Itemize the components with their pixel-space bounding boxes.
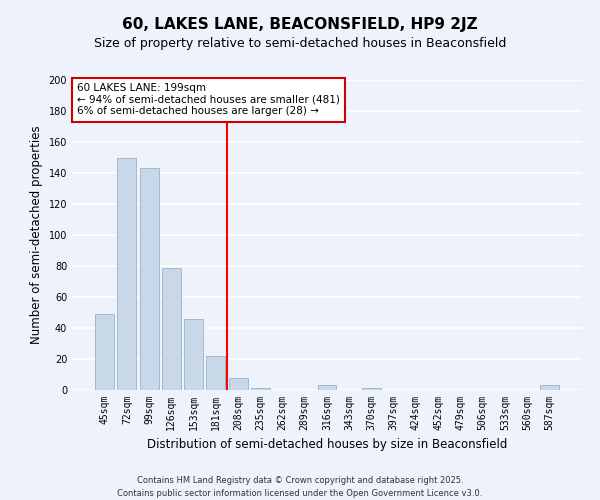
Y-axis label: Number of semi-detached properties: Number of semi-detached properties [30,126,43,344]
Text: 60 LAKES LANE: 199sqm
← 94% of semi-detached houses are smaller (481)
6% of semi: 60 LAKES LANE: 199sqm ← 94% of semi-deta… [77,83,340,116]
Text: Size of property relative to semi-detached houses in Beaconsfield: Size of property relative to semi-detach… [94,38,506,51]
Bar [140,168,158,390]
Bar [95,314,114,390]
X-axis label: Distribution of semi-detached houses by size in Beaconsfield: Distribution of semi-detached houses by … [147,438,507,452]
Bar [229,378,248,390]
Bar [118,158,136,390]
Text: 60, LAKES LANE, BEACONSFIELD, HP9 2JZ: 60, LAKES LANE, BEACONSFIELD, HP9 2JZ [122,18,478,32]
Text: Contains HM Land Registry data © Crown copyright and database right 2025.
Contai: Contains HM Land Registry data © Crown c… [118,476,482,498]
Bar [317,386,337,390]
Bar [540,386,559,390]
Bar [251,388,270,390]
Bar [362,388,381,390]
Bar [206,356,225,390]
Bar [162,268,181,390]
Bar [184,318,203,390]
